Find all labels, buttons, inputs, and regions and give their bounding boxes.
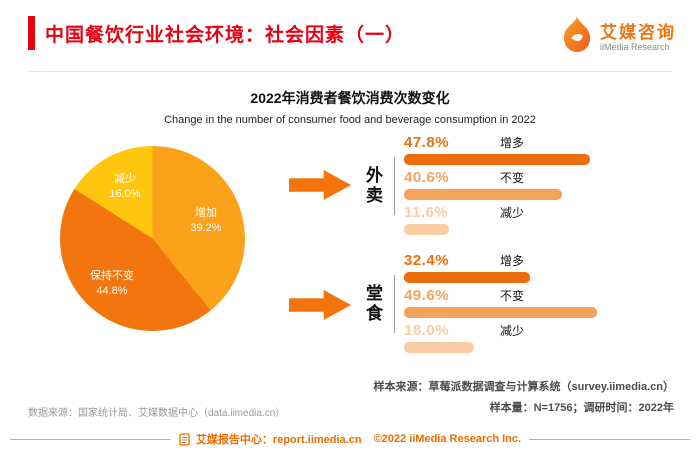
footer-report-center: 艾媒报告中心：report.iimedia.cn	[195, 434, 362, 446]
logo-name-cn: 艾媒咨询	[600, 22, 676, 42]
bar-category-label: 减少	[500, 323, 525, 338]
footer-divider-right	[529, 438, 690, 440]
iimedia-logo: 艾媒咨询 iiMedia Research	[560, 16, 676, 59]
chart-subtitle: Change in the number of consumer food an…	[164, 114, 536, 126]
bar	[404, 341, 475, 353]
bar	[404, 306, 598, 318]
pie-chart	[60, 146, 245, 331]
arrow-box	[280, 252, 360, 358]
bar-value: 18.0%	[404, 321, 450, 339]
chart-area: 2022年消费者餐饮消费次数变化 Change in the number of…	[0, 88, 700, 358]
bar-value: 49.6%	[404, 286, 450, 304]
pie-slice-label: 保持不变	[90, 270, 134, 282]
group-divider	[394, 275, 395, 333]
bar-group-label: 外卖	[363, 166, 382, 206]
bar-value: 40.6%	[404, 168, 450, 186]
data-source-note: 数据来源：国家统计局、艾媒数据中心（data.iimedia.cn）	[28, 408, 286, 419]
bar-value: 32.4%	[404, 251, 450, 269]
bar	[404, 223, 450, 235]
logo-name-en: iiMedia Research	[600, 42, 670, 53]
sample-notes: 样本来源：草莓派数据调查与计算系统（survey.iimedia.cn） 样本量…	[373, 377, 674, 419]
bar	[404, 153, 591, 165]
sample-source-note: 样本来源：草莓派数据调查与计算系统（survey.iimedia.cn）	[373, 381, 674, 394]
report-document-icon	[179, 432, 190, 446]
footer: 艾媒报告中心：report.iimedia.cn ©2022 iiMedia R…	[10, 431, 690, 447]
footer-copyright: ©2022 iiMedia Research Inc.	[373, 433, 522, 445]
sample-info-note: 样本量：N=1756；调研时间：2022年	[489, 402, 674, 415]
header-divider	[28, 71, 672, 72]
logo-text: 艾媒咨询 iiMedia Research	[600, 23, 676, 53]
source-notes: 数据来源：国家统计局、艾媒数据中心（data.iimedia.cn） 样本来源：…	[28, 377, 674, 419]
bar-group-takeout: 外卖 47.8% 增多 40.6% 不变 11.6% 减少	[360, 134, 674, 238]
footer-divider-left	[10, 438, 171, 440]
bar-row: 11.6% 减少	[404, 204, 590, 235]
pie-slice-value: 16.0%	[109, 187, 141, 200]
bar-groups: 外卖 47.8% 增多 40.6% 不变 11.6% 减少 堂食 32.4% 增多 49.6%…	[360, 132, 674, 358]
pie-chart-area: 减少 16.0% 增加 39.2% 保持不变 44.8%	[30, 132, 280, 358]
pie-slice-label: 减少	[114, 173, 136, 185]
title-block: 中国餐饮行业社会环境：社会因素（一）	[28, 16, 405, 50]
bar-category-label: 不变	[500, 288, 525, 303]
pie-slice-value: 44.8%	[96, 284, 128, 297]
header: 中国餐饮行业社会环境：社会因素（一） 艾媒咨询 iiMedia Research	[0, 0, 700, 59]
arrows-column	[280, 132, 360, 358]
bar-group-label: 堂食	[363, 284, 382, 324]
bar-category-label: 减少	[500, 205, 525, 220]
footer-text: 艾媒报告中心：report.iimedia.cn ©2022 iiMedia R…	[179, 431, 521, 447]
bar-row: 32.4% 增多	[404, 252, 597, 283]
pie-label-increase: 增加 39.2%	[176, 206, 236, 236]
flame-logo-icon	[560, 16, 594, 59]
bar-value: 47.8%	[404, 133, 450, 151]
bar-row: 49.6% 不变	[404, 286, 598, 318]
group-divider	[394, 157, 395, 215]
pie-label-decrease: 减少 16.0%	[95, 172, 155, 202]
bar-category-label: 增多	[500, 135, 525, 150]
bar-rows: 47.8% 增多 40.6% 不变 11.6% 减少	[404, 133, 591, 239]
right-arrow-icon	[289, 170, 351, 200]
right-arrow-icon	[289, 290, 351, 320]
bar	[404, 188, 563, 200]
bar-value: 11.6%	[404, 203, 449, 221]
bar-rows: 32.4% 增多 49.6% 不变 18.0% 减少	[404, 252, 598, 357]
bar-row: 18.0% 减少	[404, 322, 597, 353]
bar-category-label: 不变	[500, 170, 525, 185]
pie-label-unchanged: 保持不变 44.8%	[72, 269, 152, 299]
page-title: 中国餐饮行业社会环境：社会因素（一）	[45, 24, 406, 46]
bar-row: 47.8% 增多	[404, 133, 591, 165]
chart-title: 2022年消费者餐饮消费次数变化	[250, 90, 450, 106]
pie-slice-label: 增加	[195, 207, 217, 219]
chart-body: 减少 16.0% 增加 39.2% 保持不变 44.8%	[0, 126, 700, 358]
arrow-box	[280, 132, 360, 238]
bar	[404, 271, 531, 283]
bar-row: 40.6% 不变	[404, 169, 590, 200]
title-accent-bar	[28, 16, 35, 50]
pie-slice-value: 39.2%	[190, 221, 222, 234]
bar-group-dinein: 堂食 32.4% 增多 49.6% 不变 18.0% 减少	[360, 252, 674, 356]
bar-category-label: 增多	[500, 253, 525, 268]
